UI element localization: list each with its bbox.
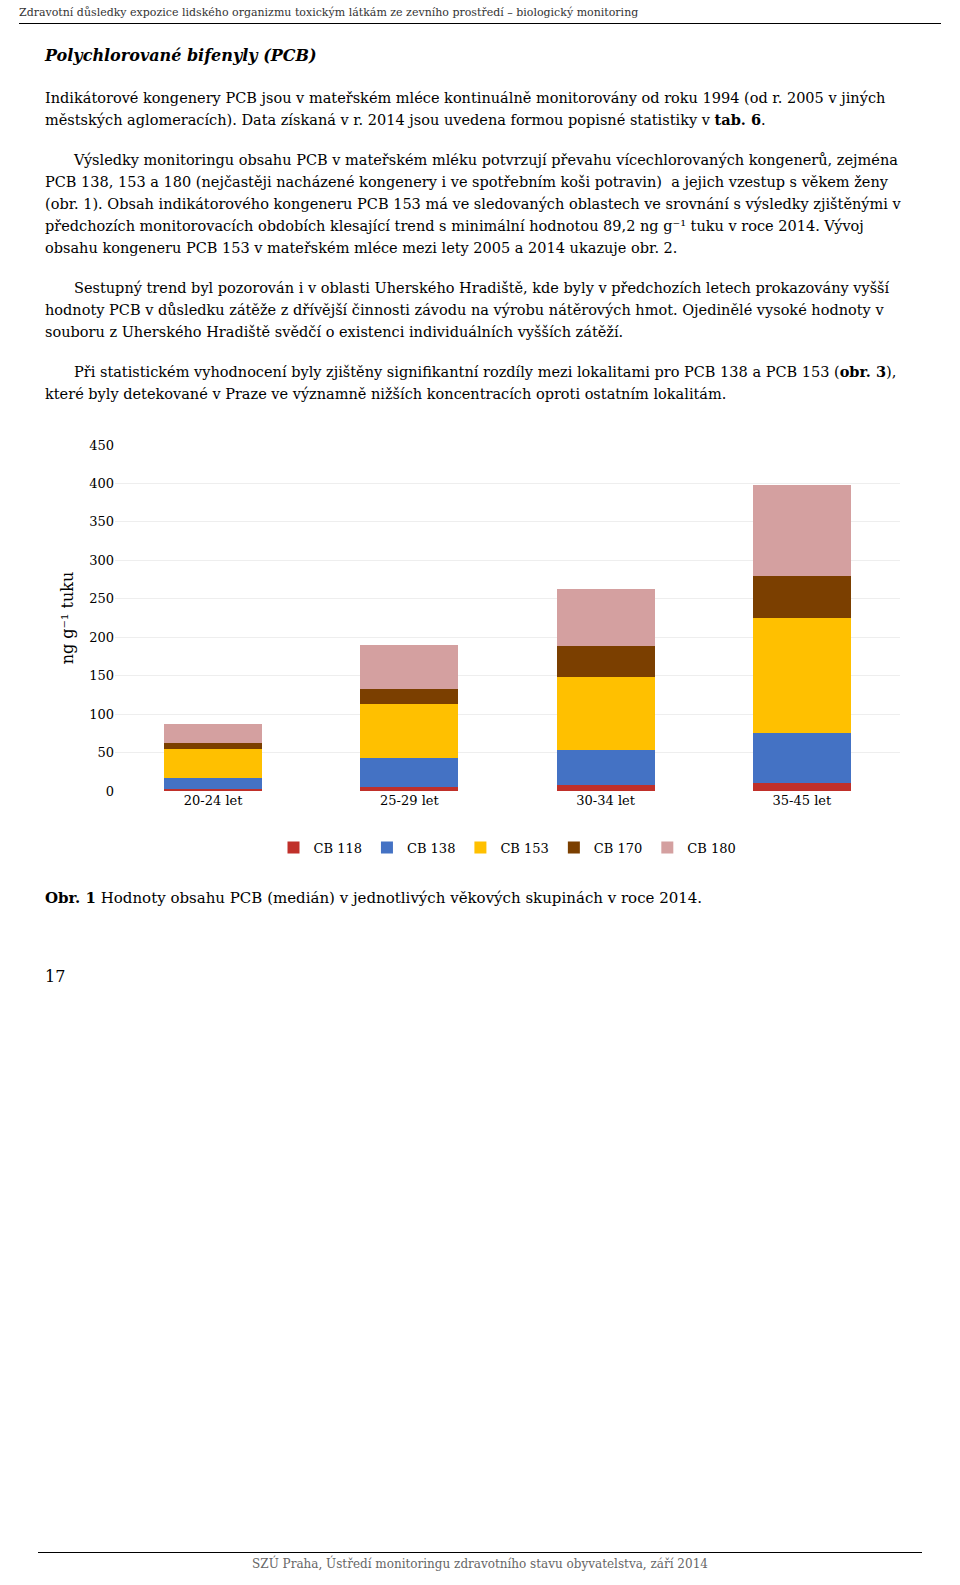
svg-text:100: 100	[89, 707, 114, 722]
svg-text:CB 180: CB 180	[687, 841, 735, 856]
svg-text:25-29 let: 25-29 let	[380, 793, 439, 808]
svg-text:50: 50	[97, 745, 114, 760]
html-text:Při statistickém vyhodnocení b: Při statistickém vyhodnocení byly zjiště…	[45, 363, 897, 402]
html-text:Polychlorované bifenyly (PCB): Polychlorované bifenyly (PCB)	[45, 46, 317, 65]
html-text:Indikátorové kongenery PCB jso: Indikátorové kongenery PCB jsou v mateřs…	[45, 90, 886, 128]
svg-text:ng g⁻¹ tuku: ng g⁻¹ tuku	[58, 572, 77, 665]
html-text:SZÚ Praha, Ústředí monitoringu: SZÚ Praha, Ústředí monitoringu zdravotní…	[252, 1557, 708, 1571]
svg-text:250: 250	[89, 591, 114, 606]
svg-text:450: 450	[89, 438, 114, 453]
html-text:Zdravotní důsledky expozice li: Zdravotní důsledky expozice lidského org…	[19, 6, 639, 19]
svg-text:150: 150	[89, 668, 114, 683]
svg-text:0: 0	[106, 784, 114, 799]
svg-text:CB 118: CB 118	[314, 841, 362, 856]
svg-text:300: 300	[89, 553, 114, 568]
svg-text:CB 138: CB 138	[407, 841, 455, 856]
svg-text:30-34 let: 30-34 let	[576, 793, 635, 808]
svg-text:CB 153: CB 153	[500, 841, 548, 856]
svg-text:35-45 let: 35-45 let	[773, 793, 832, 808]
svg-text:200: 200	[89, 630, 114, 645]
html-text:Výsledky monitoringu obsahu PC: Výsledky monitoringu obsahu PCB v mateřs…	[45, 152, 901, 256]
html-text:17: 17	[45, 967, 66, 986]
html-text:Sestupný trend byl pozorován i: Sestupný trend byl pozorován i v oblasti…	[45, 280, 890, 340]
svg-text:CB 170: CB 170	[594, 841, 642, 856]
svg-text:350: 350	[89, 514, 114, 529]
svg-text:20-24 let: 20-24 let	[184, 793, 243, 808]
svg-text:400: 400	[89, 476, 114, 491]
html-text:Obr. 1 Hodnoty obsahu PCB (med: Obr. 1 Hodnoty obsahu PCB (medián) v jed…	[45, 889, 703, 907]
